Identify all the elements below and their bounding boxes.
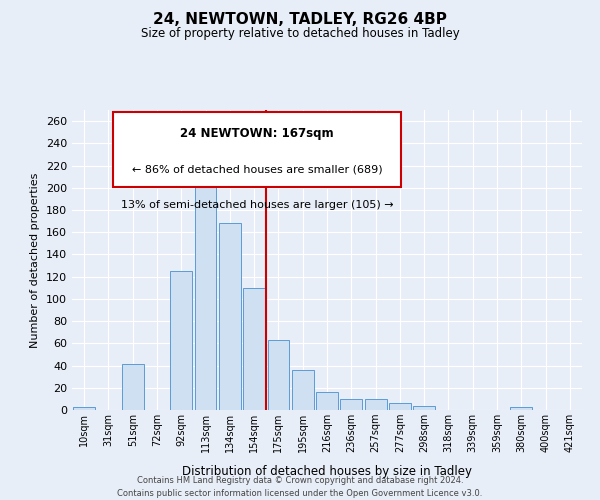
Text: Contains HM Land Registry data © Crown copyright and database right 2024.
Contai: Contains HM Land Registry data © Crown c… bbox=[118, 476, 482, 498]
Bar bbox=[219, 224, 241, 410]
Text: 24 NEWTOWN: 167sqm: 24 NEWTOWN: 167sqm bbox=[180, 126, 334, 140]
Bar bbox=[340, 399, 362, 410]
Text: Size of property relative to detached houses in Tadley: Size of property relative to detached ho… bbox=[140, 28, 460, 40]
Bar bbox=[413, 406, 435, 410]
Bar bbox=[389, 404, 411, 410]
Text: ← 86% of detached houses are smaller (689): ← 86% of detached houses are smaller (68… bbox=[131, 164, 382, 174]
Bar bbox=[243, 288, 265, 410]
Text: 13% of semi-detached houses are larger (105) →: 13% of semi-detached houses are larger (… bbox=[121, 200, 393, 210]
Bar bbox=[365, 399, 386, 410]
Bar bbox=[73, 406, 95, 410]
FancyBboxPatch shape bbox=[113, 112, 401, 186]
Bar bbox=[194, 184, 217, 410]
Bar bbox=[292, 370, 314, 410]
Bar bbox=[268, 340, 289, 410]
Bar bbox=[122, 364, 143, 410]
Bar bbox=[170, 271, 192, 410]
Text: 24, NEWTOWN, TADLEY, RG26 4BP: 24, NEWTOWN, TADLEY, RG26 4BP bbox=[153, 12, 447, 28]
Bar bbox=[316, 392, 338, 410]
Y-axis label: Number of detached properties: Number of detached properties bbox=[31, 172, 40, 348]
Text: Distribution of detached houses by size in Tadley: Distribution of detached houses by size … bbox=[182, 464, 472, 477]
Bar bbox=[511, 406, 532, 410]
